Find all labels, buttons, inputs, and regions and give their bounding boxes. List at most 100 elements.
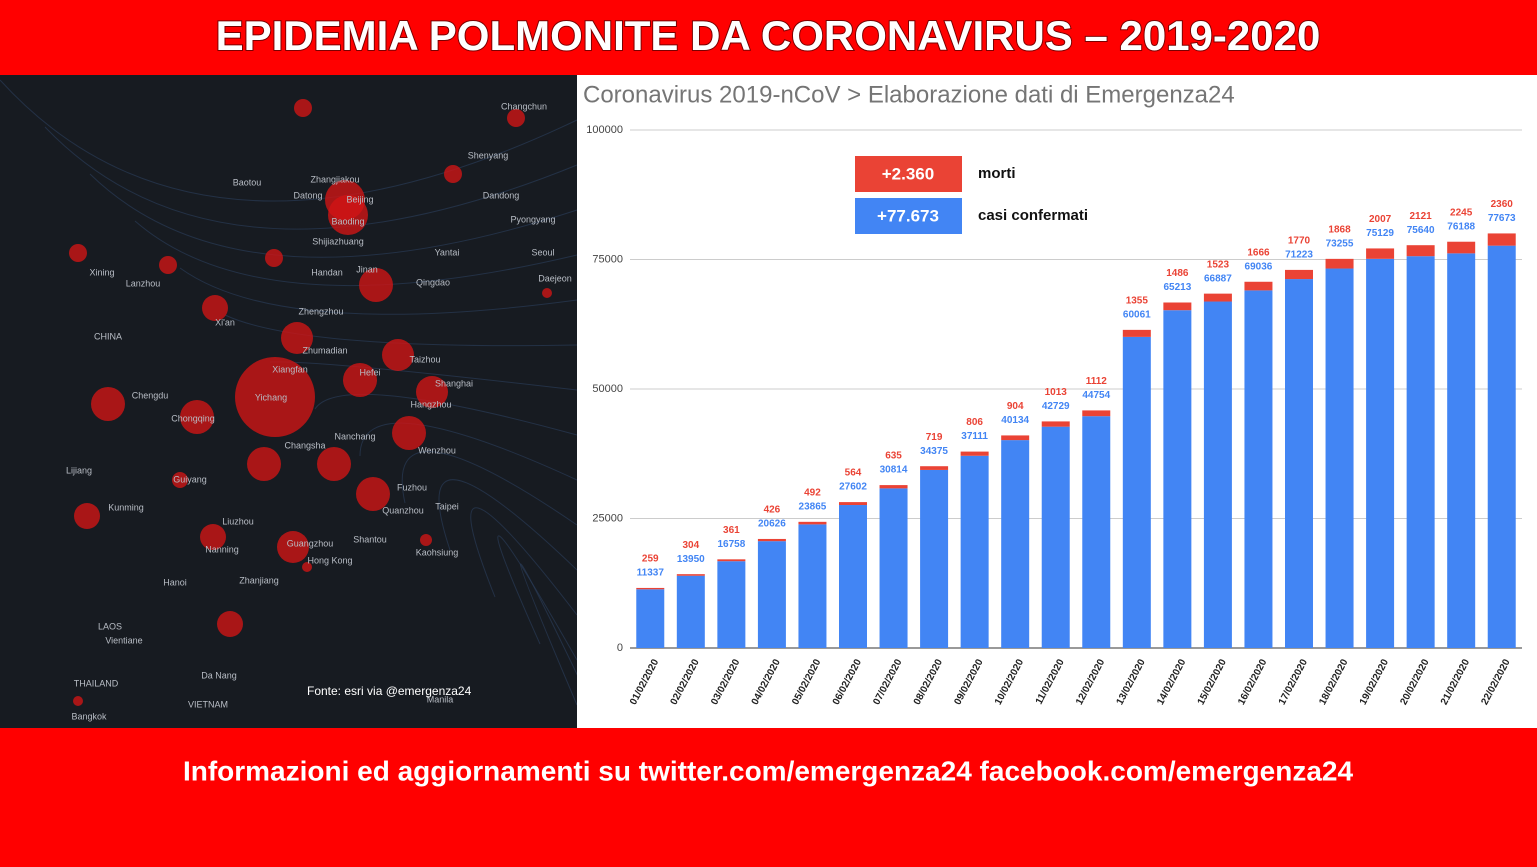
bar-segment [1366,248,1395,259]
map-bubble [73,696,83,706]
value-label: 40134 [1001,415,1029,426]
footer-band [0,728,1537,867]
bar-segment [798,521,827,525]
map-label: Shijiazhuang [312,236,364,246]
value-label: 75640 [1407,225,1435,236]
map-bubble [294,99,312,117]
map: Baotou Datong Zhangjiakou Beijing Baoding Shi… [0,79,586,721]
map-label: Taizhou [409,354,440,364]
map-label: Zhanjiang [239,575,279,585]
bar-segment [1082,410,1111,417]
map-bubble [74,503,100,529]
map-label: Liuzhou [222,516,254,526]
map-bubble [159,256,177,274]
value-label: 44754 [1082,390,1110,401]
bar-segment [1082,416,1111,648]
map-bubble [202,295,228,321]
y-tick-label: 0 [617,642,623,654]
map-bubble [281,322,313,354]
bar-segment [920,466,949,470]
map-bubble [277,531,309,563]
map-label: Quanzhou [382,505,424,515]
value-label: 23865 [799,501,827,512]
value-label: 11337 [637,568,665,579]
value-label: 13950 [677,554,705,565]
map-label: Chengdu [132,390,169,400]
bar-segment [1366,258,1395,648]
bar-segment [717,559,746,562]
legend-total: +2.360 [882,164,934,183]
map-bubble [180,400,214,434]
legend-total: +77.673 [877,206,939,225]
y-tick-label: 75000 [592,253,623,265]
map-bubble [392,416,426,450]
map-label: Yichang [255,392,287,402]
map-label: Guangzhou [287,538,334,548]
bar-segment [1122,336,1151,648]
map-bubble [343,363,377,397]
map-label: Fuzhou [397,482,427,492]
value-label: 259 [642,554,659,565]
value-label: 304 [682,540,699,551]
value-label: 60061 [1123,310,1151,321]
legend-swatch [855,198,962,234]
map-bubble [328,195,368,235]
bar-segment [717,561,746,648]
map-road [44,126,578,230]
map-road [0,79,578,202]
map-label: Guiyang [173,474,207,484]
bar-segment [1487,233,1516,246]
bar-segment [1041,426,1070,648]
bar-segment [1406,256,1435,648]
map-label: Hong Kong [307,555,352,565]
map-road [89,173,578,258]
bar-segment [1203,301,1232,648]
map-bubble [235,357,315,437]
value-label: 1355 [1126,296,1149,307]
map-bubble [317,447,351,481]
value-label: 37111 [961,431,988,442]
map-road [224,314,578,347]
header-title: EPIDEMIA POLMONITE DA CORONAVIRUS – 2019… [216,12,1321,59]
bar-segment [757,538,786,542]
value-label: 426 [764,505,781,516]
map-bubble [200,524,226,550]
value-label: 1486 [1166,268,1189,279]
y-tick-label: 50000 [592,383,623,395]
bar-segment [1001,435,1030,441]
map-label: Bangkok [71,711,107,721]
bar-segment [1122,329,1151,337]
value-label: 66887 [1204,273,1232,284]
value-label: 1666 [1247,247,1270,258]
value-label: 27602 [839,482,867,493]
legend-label: casi confermati [978,207,1088,224]
value-label: 16758 [717,539,745,550]
bar-segment [636,587,665,590]
bar-segment [1447,241,1476,254]
map-bubble [420,534,432,546]
map-label: Vientiane [105,635,142,645]
bar-segment [960,455,989,648]
map-road [401,451,578,526]
value-label: 1013 [1045,387,1068,398]
map-bubble [172,472,188,488]
map-label: Seoul [531,247,554,257]
value-label: 42729 [1042,401,1070,412]
map-label: Wenzhou [418,445,456,455]
map-road [179,267,578,315]
map-label: LAOS [98,621,122,631]
bar-segment [839,502,867,506]
value-label: 77673 [1488,213,1516,224]
value-label: 492 [804,487,821,498]
value-label: 719 [926,432,943,443]
map-label: Beijing [346,194,373,204]
y-tick-label: 25000 [592,512,623,524]
map-source: Fonte: esri via @emergenza24 [307,684,472,698]
map-road [497,535,578,661]
bar-segment [636,589,665,648]
map-label: Changsha [284,440,325,450]
map-label: Jinan [356,264,378,274]
value-label: 2360 [1491,199,1514,210]
bar-segment [1285,269,1313,280]
bar-segment [879,488,908,648]
